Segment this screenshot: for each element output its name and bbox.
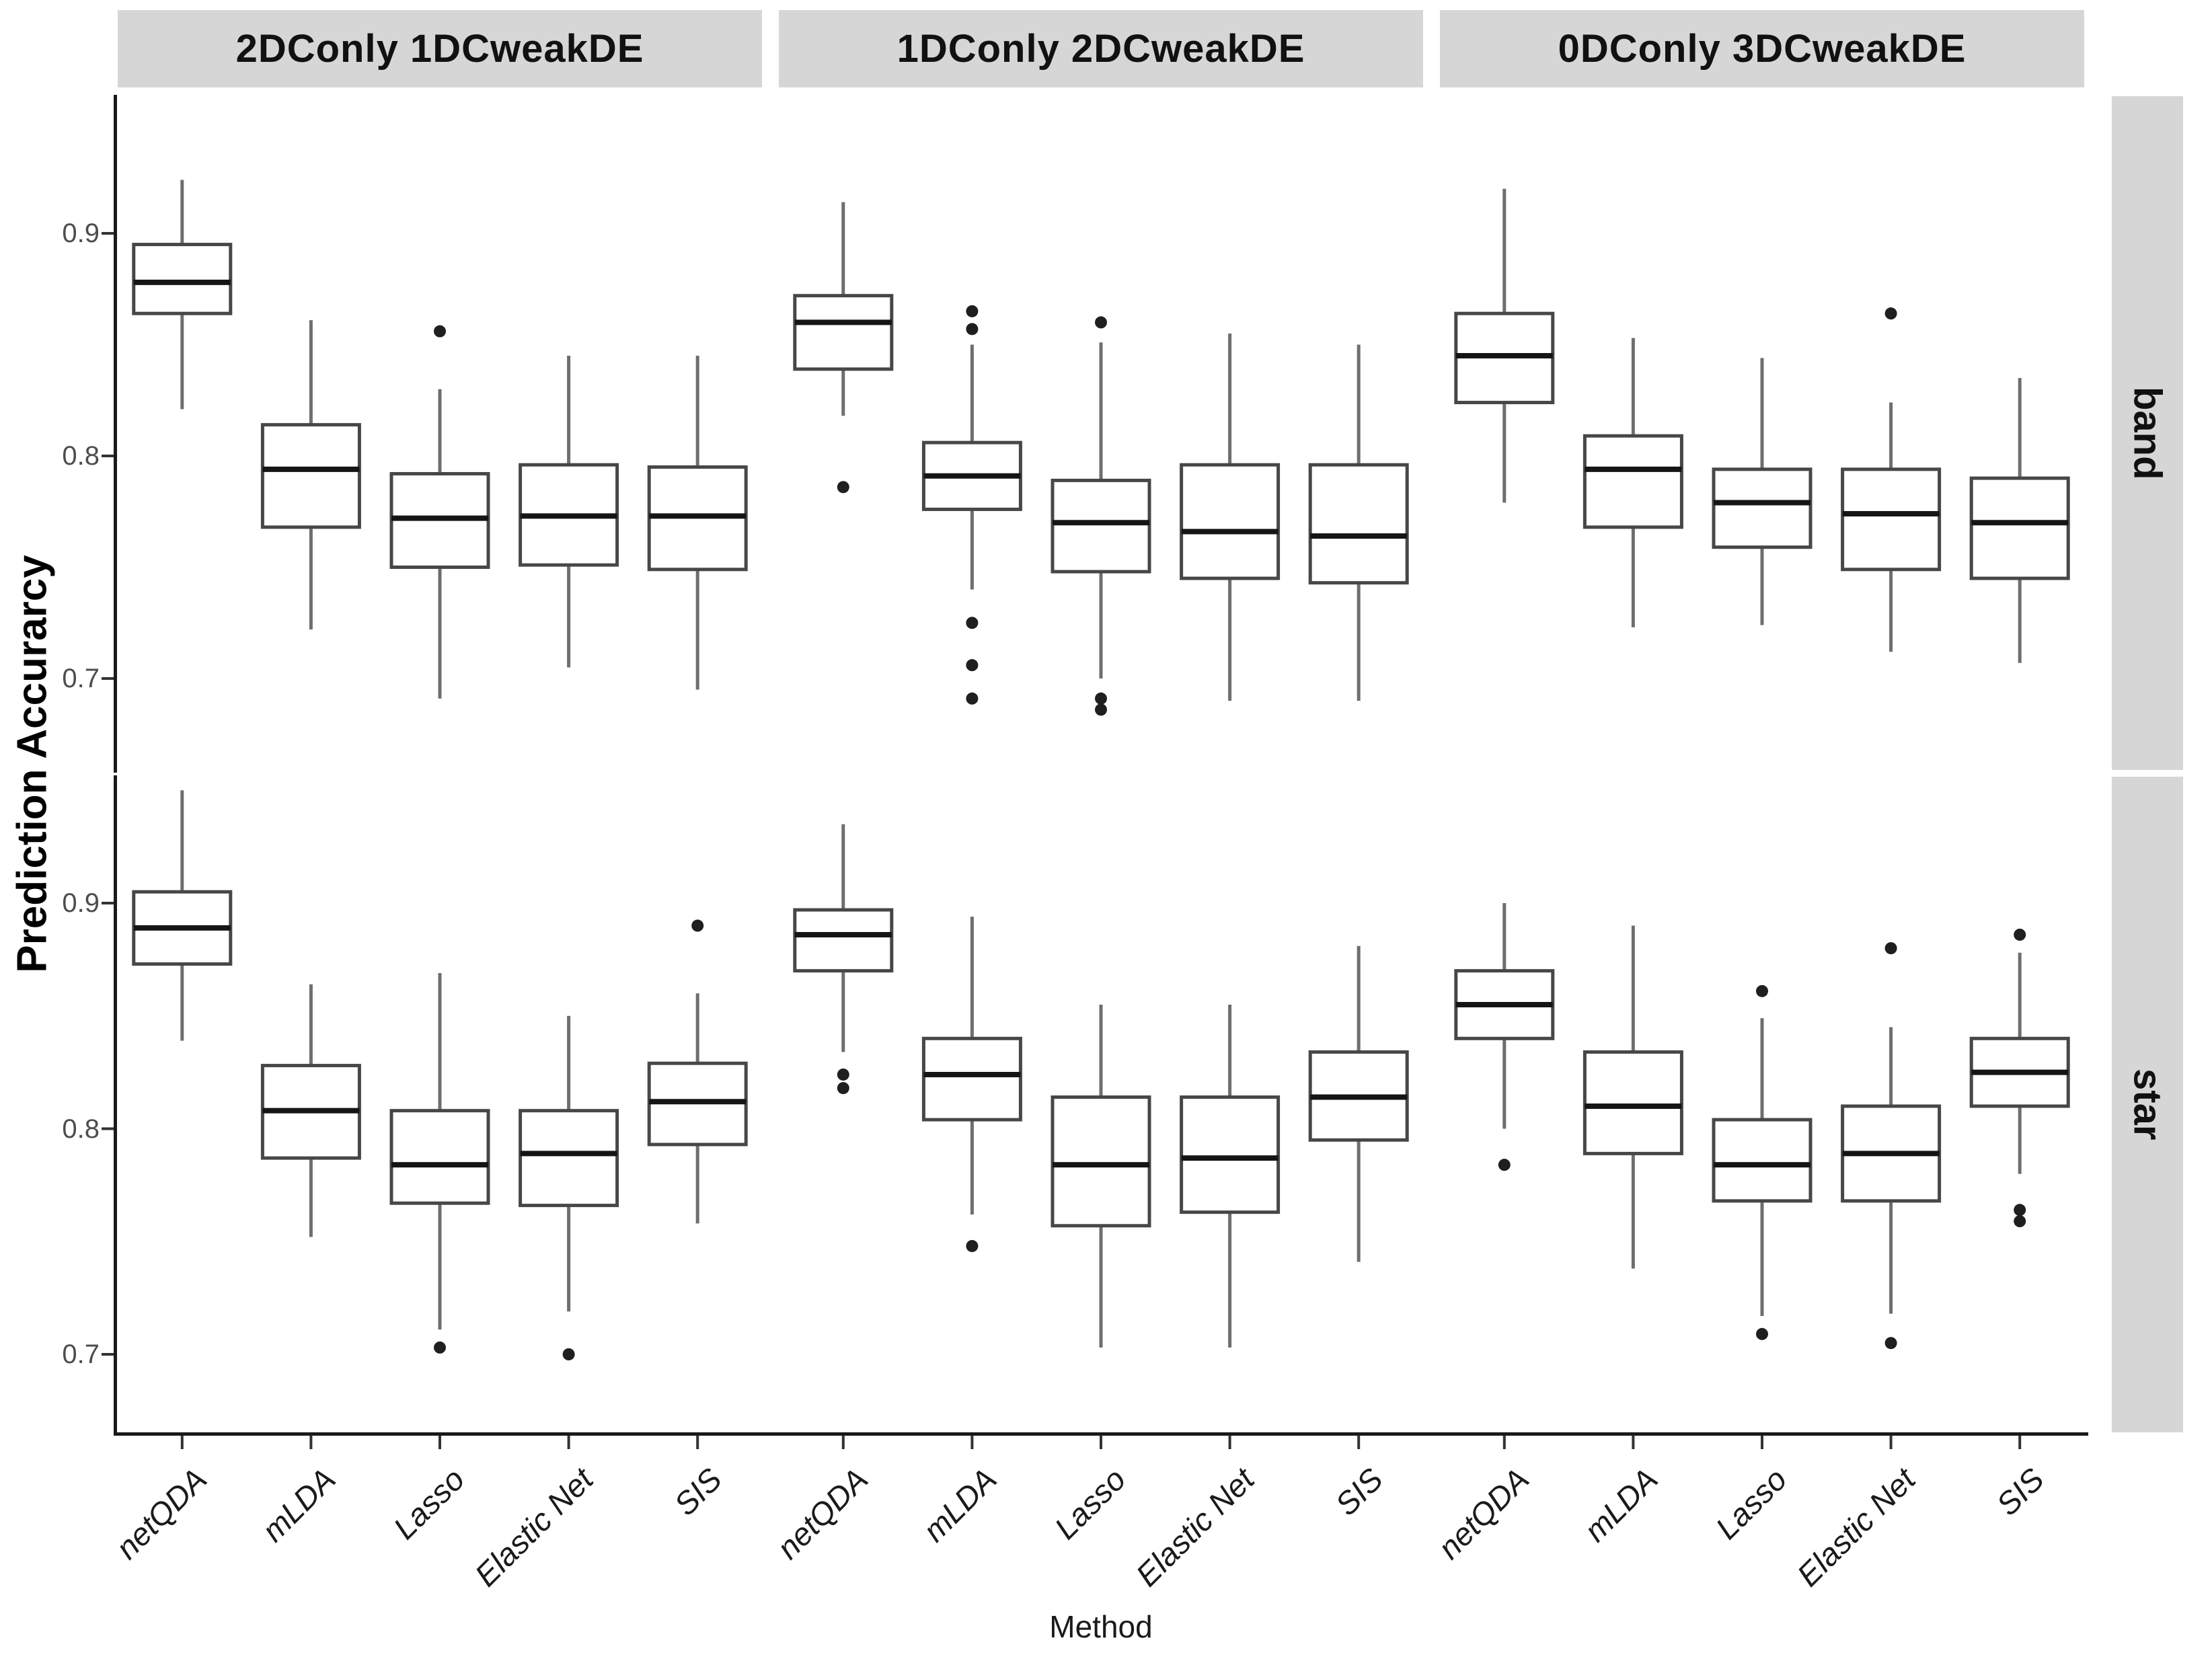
box [1180, 1095, 1281, 1214]
x-tick-mark [1889, 1436, 1893, 1449]
x-axis-title: Method [1049, 1609, 1153, 1644]
outlier-point [1095, 703, 1107, 716]
box [1969, 476, 2070, 580]
y-tick-label: 0.7 [62, 1340, 100, 1369]
box [1051, 478, 1151, 574]
x-tick-mark [1761, 1436, 1763, 1449]
box [132, 243, 233, 315]
y-tick-label: 0.9 [62, 888, 100, 918]
outlier-point [966, 323, 979, 336]
facet-strip-col-3: 0DConly 3DCweakDE [1440, 10, 2084, 87]
facet-strip-col-1: 2DConly 1DCweakDE [118, 10, 762, 87]
x-tick-mark [2018, 1436, 2022, 1449]
outlier-point [2014, 928, 2026, 941]
outlier-point [2014, 1204, 2026, 1216]
facet-strip-col-2: 1DConly 2DCweakDE [779, 10, 1423, 87]
y-tick-mark [102, 902, 114, 904]
outlier-point [1884, 307, 1897, 320]
box [793, 908, 894, 973]
x-tick-mark [1228, 1436, 1231, 1449]
outlier-point [1884, 942, 1897, 955]
x-tick-mark [841, 1436, 845, 1449]
box [1308, 463, 1409, 585]
x-tick-mark [180, 1436, 184, 1449]
x-tick-mark [1632, 1436, 1635, 1449]
y-axis-line [114, 95, 117, 773]
facet-strip-label: 2DConly 1DCweakDE [235, 27, 644, 71]
x-tick-mark [1502, 1436, 1506, 1449]
facet-strip-label: 1DConly 2DCweakDE [897, 27, 1305, 71]
facet-strip-row-band: band [2112, 96, 2183, 770]
y-tick-label: 0.7 [62, 664, 100, 693]
facet-strip-label: star [2125, 1069, 2170, 1140]
y-tick-mark [102, 677, 114, 680]
x-tick-mark [309, 1436, 313, 1449]
outlier-point [966, 617, 979, 629]
outlier-point [1498, 1159, 1511, 1171]
box [389, 1109, 490, 1205]
box [1582, 1050, 1683, 1155]
facet-strip-row-star: star [2112, 777, 2183, 1432]
outlier-point [837, 481, 849, 494]
x-tick-mark [1357, 1436, 1361, 1449]
box [1582, 434, 1683, 529]
box [519, 1109, 619, 1208]
y-axis-line [114, 775, 117, 1435]
x-tick-mark [567, 1436, 570, 1449]
outlier-point [966, 1239, 979, 1252]
outlier-point [837, 1082, 849, 1095]
outlier-point [2014, 1215, 2026, 1228]
outlier-point [434, 1341, 446, 1354]
box [1051, 1095, 1151, 1228]
outlier-point [966, 305, 979, 317]
x-tick-mark [438, 1436, 441, 1449]
outlier-point [966, 659, 979, 672]
outlier-point [1756, 984, 1768, 997]
outlier-point [691, 919, 704, 932]
box [1712, 467, 1813, 549]
box [921, 1036, 1022, 1122]
y-tick-label: 0.8 [62, 441, 100, 471]
y-tick-mark [102, 455, 114, 457]
box [1841, 467, 1942, 572]
facet-strip-label: 0DConly 3DCweakDE [1558, 27, 1967, 71]
outlier-point [562, 1348, 575, 1360]
y-tick-mark [102, 1127, 114, 1130]
outlier-point [1884, 1337, 1897, 1350]
y-tick-label: 0.8 [62, 1114, 100, 1144]
box [260, 423, 361, 529]
y-tick-label: 0.9 [62, 219, 100, 248]
outlier-point [1095, 692, 1107, 705]
x-tick-mark [696, 1436, 699, 1449]
outlier-point [837, 1068, 849, 1081]
x-axis-line [114, 1432, 2088, 1436]
outlier-point [966, 692, 979, 705]
y-tick-mark [102, 232, 114, 235]
box [793, 294, 894, 371]
outlier-point [434, 325, 446, 338]
box [1712, 1118, 1813, 1203]
x-tick-mark [1100, 1436, 1102, 1449]
y-tick-mark [102, 1353, 114, 1356]
outlier-point [1095, 316, 1107, 329]
outlier-point [1756, 1327, 1768, 1340]
x-tick-mark [970, 1436, 974, 1449]
facet-strip-label: band [2125, 386, 2170, 480]
box [1180, 463, 1281, 580]
